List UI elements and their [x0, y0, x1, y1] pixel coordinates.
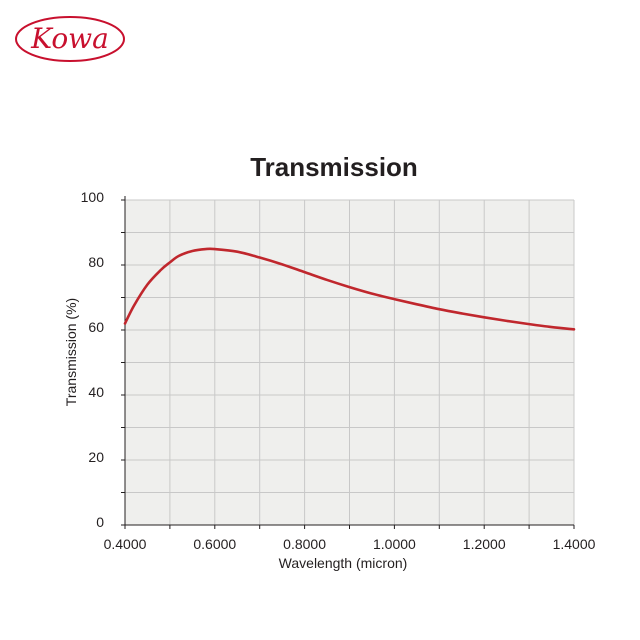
y-axis-label: Transmission (%)	[63, 298, 79, 406]
x-tick-label: 0.6000	[193, 536, 236, 552]
x-tick-label: 1.4000	[553, 536, 596, 552]
y-tick-label: 100	[81, 189, 105, 205]
x-axis-label: Wavelength (micron)	[279, 555, 408, 571]
logo-text: Kowa	[30, 22, 109, 55]
kowa-logo: Kowa	[15, 16, 125, 62]
logo-ellipse	[15, 16, 125, 62]
axes	[121, 196, 575, 529]
y-tick-label: 60	[88, 319, 104, 335]
grid-lines	[125, 199, 575, 525]
x-tick-label: 1.2000	[463, 536, 506, 552]
transmission-curve	[123, 247, 576, 331]
x-tick-label: 0.4000	[104, 536, 147, 552]
y-tick-label: 40	[88, 384, 104, 400]
y-tick-labels: 0 20 40 60 80 100	[81, 189, 105, 530]
y-tick-label: 20	[88, 449, 104, 465]
x-tick-label: 1.0000	[373, 536, 416, 552]
y-tick-label: 0	[96, 514, 104, 530]
chart-title: Transmission	[250, 152, 418, 182]
y-tick-label: 80	[88, 254, 104, 270]
x-tick-labels: 0.4000 0.6000 0.8000 1.0000 1.2000 1.4000	[104, 536, 596, 552]
x-tick-label: 0.8000	[283, 536, 326, 552]
